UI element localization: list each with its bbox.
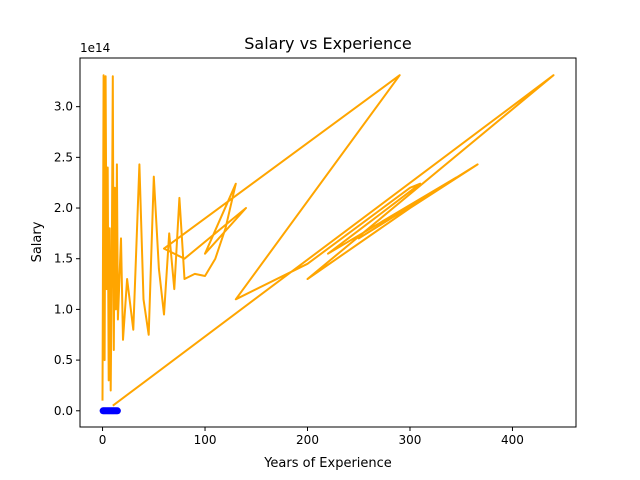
y-tick-label-6: 3.0	[54, 100, 73, 114]
x-tick-label-1: 100	[194, 433, 217, 447]
scatter-point-14	[113, 407, 121, 415]
y-tick-label-3: 1.5	[54, 252, 73, 266]
series-line-0	[101, 74, 555, 407]
y-axis-ticks: 0.0 0.5 1.0 1.5 2.0 2.5 3.0	[54, 100, 80, 418]
series-line-layer	[101, 74, 555, 407]
x-axis-ticks: 0 100 200 300 400	[99, 427, 524, 447]
x-axis-label: Years of Experience	[263, 456, 392, 471]
series-scatter-layer	[99, 407, 121, 415]
y-tick-label-4: 2.0	[54, 201, 73, 215]
x-tick-label-4: 400	[501, 433, 524, 447]
plot-area-frame	[79, 57, 577, 428]
x-tick-label-0: 0	[99, 433, 107, 447]
x-tick-label-2: 200	[296, 433, 319, 447]
y-tick-label-1: 0.5	[54, 353, 73, 367]
y-tick-label-2: 1.0	[54, 302, 73, 316]
y-axis-label: Salary	[30, 221, 45, 262]
y-tick-label-5: 2.5	[54, 150, 73, 164]
y-tick-label-0: 0.0	[54, 404, 73, 418]
x-tick-label-3: 300	[399, 433, 422, 447]
chart-title: Salary vs Experience	[244, 34, 411, 53]
y-axis-offset-label: 1e14	[80, 41, 110, 55]
